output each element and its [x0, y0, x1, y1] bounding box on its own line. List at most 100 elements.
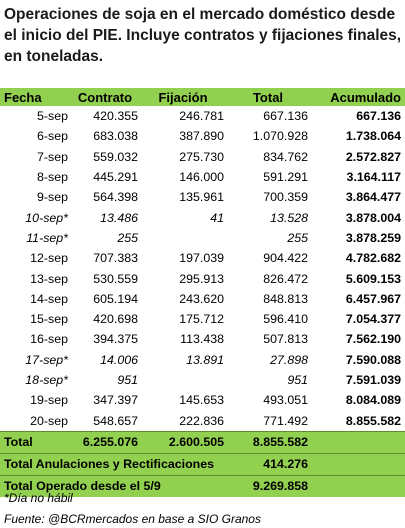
cell-total: 826.472	[263, 271, 308, 286]
cell-total: 13.528	[270, 210, 308, 225]
table-title: Operaciones de soja en el mercado domést…	[4, 6, 402, 65]
totals-row: Total 6.255.076 2.600.505 8.855.582	[0, 430, 405, 454]
cell-acumulado: 2.572.827	[345, 149, 401, 164]
cell-fijacion: 197.039	[179, 251, 224, 266]
table-row: 6-sep 683.038 387.890 1.070.928 1.738.064	[0, 126, 405, 146]
header-row: Fecha Contrato Fijación Total Acumulado	[0, 88, 405, 106]
cell-fecha: 7-sep	[37, 149, 68, 164]
table-row: 5-sep 420.355 246.781 667.136 667.136	[0, 106, 405, 126]
cell-fecha: 12-sep	[30, 251, 68, 266]
cell-contrato: 420.355	[93, 109, 138, 124]
cell-contrato: 394.375	[93, 332, 138, 347]
cell-fecha: 9-sep	[37, 190, 68, 205]
operado-row: Total Operado desde el 5/9 9.269.858	[0, 474, 405, 497]
column-header-fecha: Fecha	[0, 88, 70, 106]
anulaciones-label: Total Anulaciones y Rectificaciones	[0, 452, 226, 476]
table-row: 20-sep 548.657 222.836 771.492 8.855.582	[0, 410, 405, 431]
cell-fijacion: 146.000	[179, 170, 224, 185]
cell-acumulado: 8.084.089	[345, 393, 401, 408]
cell-fijacion: 41	[210, 210, 224, 225]
cell-fecha: 6-sep	[37, 129, 68, 144]
anulaciones-value: 414.276	[226, 452, 310, 476]
cell-fijacion	[140, 370, 226, 390]
cell-acumulado: 3.164.117	[346, 170, 401, 185]
cell-fecha: 11-sep*	[26, 230, 68, 245]
cell-acumulado: 7.591.039	[345, 373, 401, 387]
soy-operations-table: Fecha Contrato Fijación Total Acumulado …	[0, 88, 405, 497]
cell-fecha: 5-sep	[37, 109, 68, 124]
cell-acumulado: 667.136	[356, 109, 401, 124]
operado-label: Total Operado desde el 5/9	[0, 474, 226, 497]
cell-contrato: 255	[117, 230, 138, 245]
cell-fecha: 17-sep*	[25, 352, 68, 367]
table-row: 14-sep 605.194 243.620 848.813 6.457.967	[0, 289, 405, 309]
cell-fecha: 20-sep	[30, 413, 68, 428]
cell-acumulado: 3.878.004	[345, 210, 401, 225]
table-row: 9-sep 564.398 135.961 700.359 3.864.477	[0, 187, 405, 207]
cell-acumulado: 3.878.259	[345, 230, 401, 245]
cell-fecha: 14-sep	[30, 291, 68, 306]
cell-fecha: 18-sep*	[25, 373, 68, 387]
cell-total: 834.762	[263, 149, 308, 164]
cell-fijacion: 243.620	[179, 291, 224, 306]
cell-contrato: 548.657	[93, 413, 138, 428]
cell-fijacion: 135.961	[179, 190, 224, 205]
cell-acumulado: 7.054.377	[345, 312, 401, 327]
totals-label: Total	[0, 430, 70, 454]
anulaciones-empty	[310, 452, 405, 476]
operado-empty	[310, 474, 405, 497]
cell-total: 596.410	[263, 312, 308, 327]
cell-total: 591.291	[263, 170, 308, 185]
cell-total: 848.813	[263, 291, 308, 306]
cell-fijacion: 295.913	[179, 271, 224, 286]
table-row: 12-sep 707.383 197.039 904.422 4.782.682	[0, 248, 405, 268]
cell-contrato: 445.291	[93, 170, 138, 185]
table-row: 8-sep 445.291 146.000 591.291 3.164.117	[0, 167, 405, 187]
table-row: 13-sep 530.559 295.913 826.472 5.609.153	[0, 268, 405, 288]
table-row: 18-sep* 951 951 7.591.039	[0, 370, 405, 390]
cell-total: 904.422	[263, 251, 308, 266]
operado-value: 9.269.858	[226, 474, 310, 497]
table-row: 10-sep* 13.486 41 13.528 3.878.004	[0, 207, 405, 227]
cell-fijacion: 275.730	[179, 149, 224, 164]
table-row: 16-sep 394.375 113.438 507.813 7.562.190	[0, 329, 405, 349]
cell-total: 1.070.928	[252, 129, 308, 144]
cell-acumulado: 5.609.153	[345, 271, 401, 286]
cell-fijacion: 13.891	[186, 352, 224, 367]
cell-contrato: 559.032	[93, 149, 138, 164]
totals-acumulado-empty	[310, 430, 405, 454]
column-header-fijacion: Fijación	[140, 88, 226, 106]
cell-fijacion	[140, 228, 226, 248]
totals-contrato: 6.255.076	[70, 430, 140, 454]
cell-total: 951	[287, 373, 308, 387]
cell-fijacion: 246.781	[179, 109, 224, 124]
cell-contrato: 14.006	[100, 352, 138, 367]
cell-contrato: 683.038	[93, 129, 138, 144]
cell-contrato: 605.194	[93, 291, 138, 306]
cell-total: 507.813	[263, 332, 308, 347]
footnote: *Día no hábil	[4, 491, 73, 505]
cell-total: 700.359	[263, 190, 308, 205]
cell-total: 27.898	[270, 352, 308, 367]
cell-fecha: 13-sep	[30, 271, 68, 286]
table-row: 7-sep 559.032 275.730 834.762 2.572.827	[0, 147, 405, 167]
cell-acumulado: 3.864.477	[345, 190, 401, 205]
cell-contrato: 347.397	[93, 393, 138, 408]
cell-fecha: 16-sep	[30, 332, 68, 347]
cell-total: 771.492	[263, 413, 308, 428]
cell-total: 667.136	[263, 109, 308, 124]
totals-total: 8.855.582	[226, 430, 310, 454]
cell-fijacion: 113.438	[180, 332, 224, 347]
source-line: Fuente: @BCRmercados en base a SIO Grano…	[4, 512, 261, 526]
cell-acumulado: 7.562.190	[345, 332, 401, 347]
cell-fijacion: 175.712	[179, 312, 224, 327]
cell-acumulado: 7.590.088	[345, 352, 401, 367]
cell-contrato: 951	[117, 373, 138, 387]
cell-contrato: 530.559	[93, 271, 138, 286]
cell-contrato: 564.398	[93, 190, 138, 205]
cell-total: 493.051	[263, 393, 308, 408]
table-row: 17-sep* 14.006 13.891 27.898 7.590.088	[0, 350, 405, 370]
cell-fecha: 8-sep	[37, 170, 68, 185]
table-row: 11-sep* 255 255 3.878.259	[0, 228, 405, 248]
cell-contrato: 420.698	[93, 312, 138, 327]
